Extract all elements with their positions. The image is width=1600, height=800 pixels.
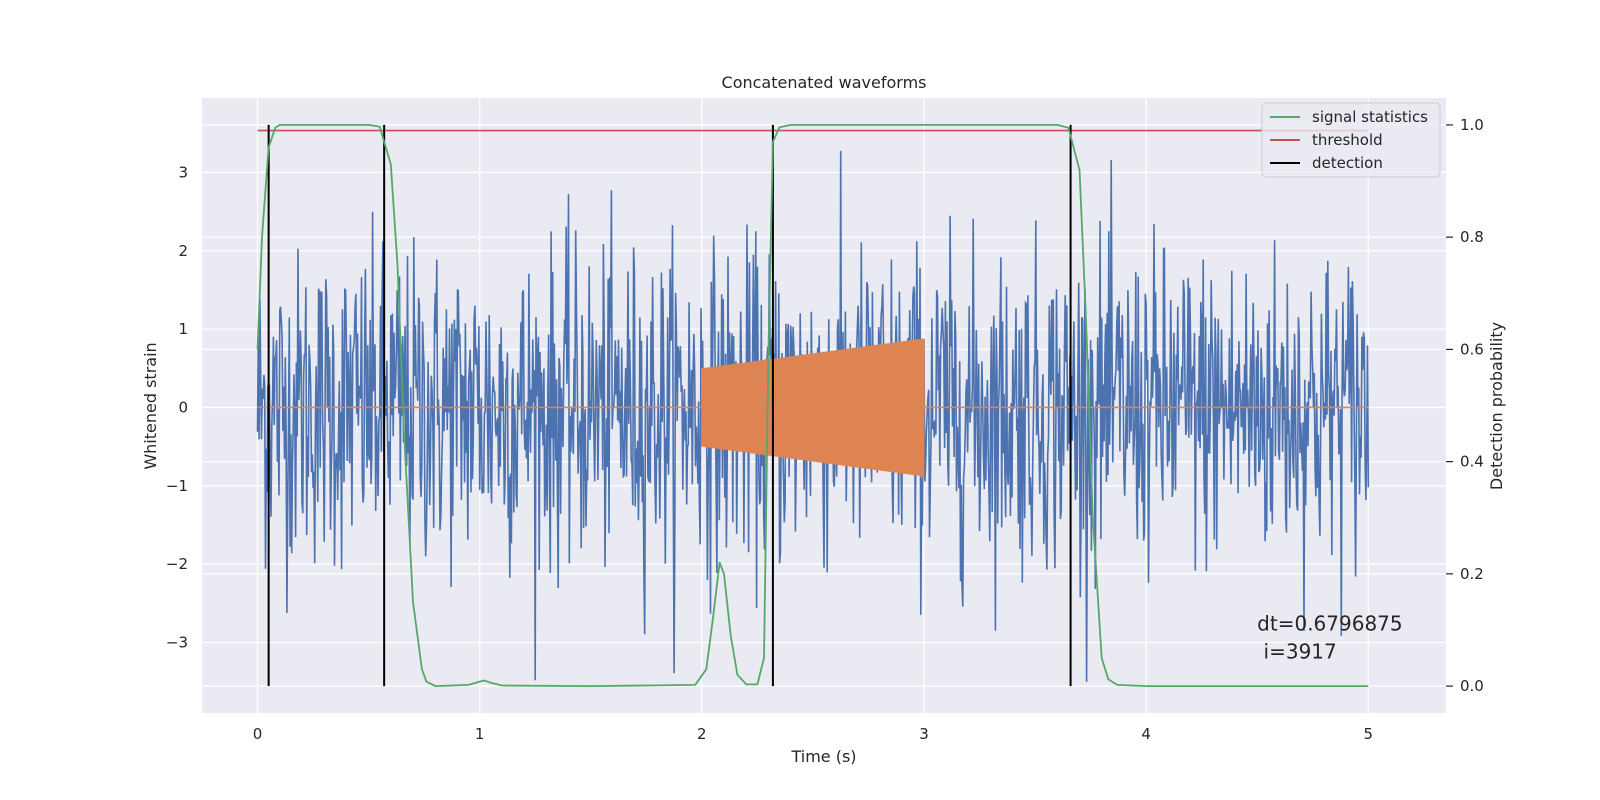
x-tick-label: 0: [253, 725, 263, 743]
legend-label: detection: [1312, 154, 1383, 172]
tick-labels: 0 1 2 3 4 5 −3 −2 −1 0 1 2 3 0.0 0.2 0.4 0.6 0.8 1.0: [166, 116, 1484, 743]
x-axis-label: Time (s): [790, 747, 856, 766]
legend-label: threshold: [1312, 131, 1383, 149]
chart-title: Concatenated waveforms: [722, 73, 927, 92]
x-tick-label: 4: [1141, 725, 1151, 743]
chirp-line: [257, 338, 1369, 477]
x-tick-label: 2: [697, 725, 707, 743]
annotation-dt: dt=0.6796875: [1257, 611, 1402, 635]
y-left-tick-label: 2: [178, 242, 188, 260]
y-left-tick-label: −1: [166, 477, 188, 495]
y-axis-left-label: Whitened strain: [141, 342, 160, 469]
y-right-tick-label: 0.0: [1460, 677, 1484, 695]
y-right-tick-label: 0.8: [1460, 228, 1484, 246]
legend-frame: [1261, 102, 1441, 178]
signal-statistics-line: [256, 124, 1369, 687]
y-left-tick-label: −3: [166, 633, 188, 651]
legend-label: signal statistics: [1312, 108, 1428, 126]
series-injected-chirp: [257, 338, 1369, 477]
y-left-tick-label: 3: [178, 163, 188, 181]
y-right-tick-label: 0.2: [1460, 565, 1484, 583]
series-detection-statistics: [256, 124, 1369, 687]
legend: signal statistics threshold detection: [1261, 102, 1441, 178]
y-right-tick-label: 1.0: [1460, 116, 1484, 134]
y-left-tick-label: 1: [178, 320, 188, 338]
annotation-index: i=3917: [1257, 639, 1337, 663]
y-left-tick-label: −2: [166, 555, 188, 573]
y-right-tick-label: 0.6: [1460, 340, 1484, 358]
x-tick-label: 3: [919, 725, 929, 743]
y-axis-right-label: Detection probability: [1487, 322, 1506, 490]
y-right-tick-label: 0.4: [1460, 453, 1484, 471]
y-left-tick-label: 0: [178, 398, 188, 416]
x-tick-label: 1: [475, 725, 485, 743]
x-tick-label: 5: [1363, 725, 1373, 743]
